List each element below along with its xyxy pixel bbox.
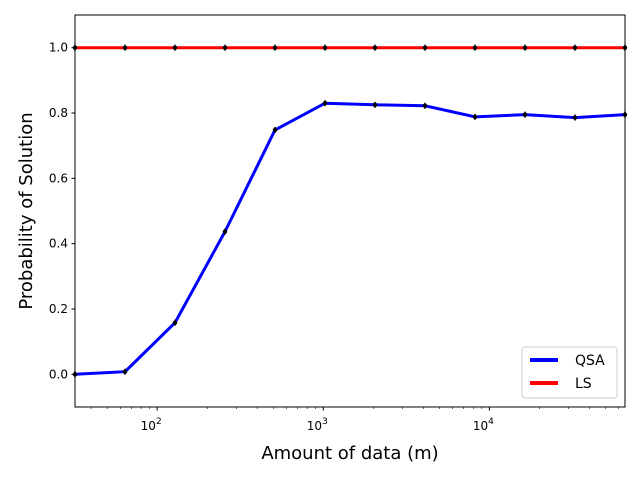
data-point-qsa — [522, 112, 528, 117]
x-tick-exp: 4 — [488, 417, 494, 427]
x-axis-label: Amount of data (m) — [261, 443, 438, 464]
x-tick-base: 10 — [307, 419, 322, 433]
data-point-ls — [522, 45, 528, 50]
y-tick-label: 0.4 — [49, 237, 68, 251]
data-point-qsa — [372, 102, 378, 108]
x-tick-label: 102 — [141, 417, 162, 433]
y-tick-label: 0.2 — [49, 302, 68, 316]
x-tick-base: 10 — [473, 419, 488, 433]
series-line-qsa — [74, 101, 626, 376]
data-point-ls — [222, 45, 228, 50]
data-point-qsa — [322, 101, 328, 106]
legend-label-ls: LS — [575, 376, 592, 392]
data-point-qsa — [222, 229, 228, 234]
legend: QSA LS — [521, 346, 618, 399]
x-tick-exp: 3 — [322, 417, 328, 427]
data-point-qsa — [422, 103, 428, 109]
data-point-qsa — [472, 114, 478, 120]
x-tick-label: 103 — [307, 417, 328, 433]
y-tick-label: 0.8 — [49, 106, 68, 120]
data-point-ls — [372, 45, 378, 50]
data-point-ls — [422, 45, 428, 50]
data-point-ls — [322, 45, 328, 50]
y-tick-label: 0.6 — [49, 171, 68, 185]
x-tick-exp: 2 — [156, 417, 162, 427]
data-point-qsa — [172, 320, 178, 325]
data-point-ls — [122, 45, 128, 50]
y-tick-label: 0.0 — [49, 367, 68, 381]
data-point-qsa — [572, 115, 578, 120]
x-tick-label: 104 — [473, 417, 494, 433]
y-tick-label: 1.0 — [49, 41, 68, 55]
y-axis-label: Probability of Solution — [16, 112, 37, 309]
data-point-ls — [272, 45, 278, 50]
plot-frame — [74, 14, 626, 408]
data-point-ls — [172, 45, 178, 50]
data-point-ls — [472, 45, 478, 50]
legend-label-qsa: QSA — [575, 353, 605, 369]
data-point-qsa — [272, 127, 278, 133]
x-tick-base: 10 — [141, 419, 156, 433]
data-point-qsa — [122, 369, 128, 374]
data-point-ls — [572, 45, 578, 50]
